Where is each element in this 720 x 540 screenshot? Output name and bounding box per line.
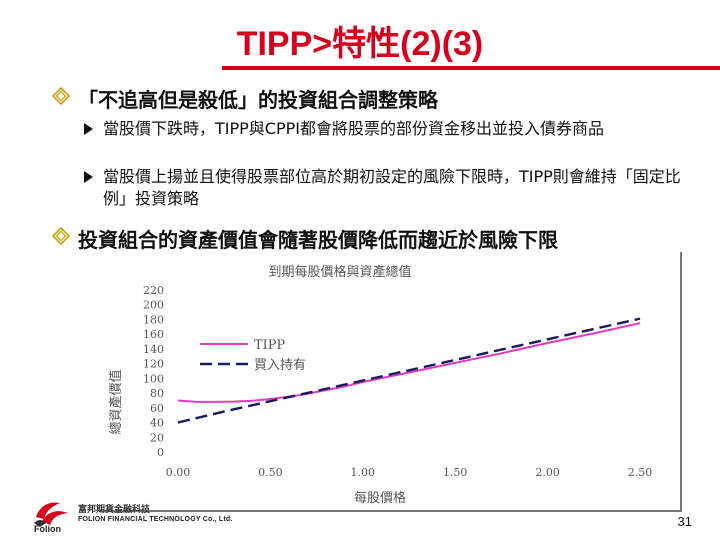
folion-logo [34, 502, 68, 527]
y-tick-label: 200 [143, 299, 164, 312]
bullet-2-text: 投資組合的資產價值會隨著股價降低而趨近於風險下限 [78, 228, 558, 252]
y-tick-label: 20 [150, 431, 164, 444]
sub-bullet-1: 當股價下跌時，TIPP與CPPI都會將股票的部份資金移出並投入債券商品 [84, 118, 684, 140]
logo-en-main: Folion [34, 524, 61, 534]
y-tick-label: 80 [150, 387, 164, 400]
x-tick-label: 1.50 [443, 466, 468, 479]
line-chart: 到期每股價格與資產總值 0204060801001201401601802002… [108, 264, 653, 506]
sub-bullet-1-text: 當股價下跌時，TIPP與CPPI都會將股票的部份資金移出並投入債券商品 [103, 119, 604, 138]
x-tick-label: 1.00 [351, 466, 376, 479]
x-tick-label: 2.50 [628, 466, 653, 479]
arrow-bullet-icon [84, 123, 93, 135]
y-tick-label: 0 [157, 446, 164, 459]
legend-label: TIPP [254, 338, 286, 353]
y-tick-label: 160 [143, 328, 164, 341]
title-underline [222, 66, 720, 70]
logo-cn-text: 富邦期貨金融科技 [78, 505, 151, 515]
sub-bullet-2-text: 當股價上揚並且使得股票部位高於期初設定的風險下限時，TIPP則會維持「固定比例」… [103, 167, 681, 208]
logo-en-sub: FOLION FINANCIAL TECHNOLOGY Co., Ltd. [78, 516, 233, 523]
bullet-item-2: 投資組合的資產價值會隨著股價降低而趨近於風險下限 [52, 224, 558, 253]
y-axis-label: 總資產價值 [108, 369, 124, 434]
chart-container: 到期每股價格與資產總值 0 20 40 60 80 100 120 140 160 180 200 2… [100, 252, 682, 512]
y-tick-label: 100 [143, 372, 164, 385]
y-tick-label: 180 [143, 313, 164, 326]
diamond-bullet-icon [52, 87, 70, 105]
slide-title: TIPP>特性(2)(3) [236, 25, 484, 63]
y-tick-label: 220 [143, 284, 164, 297]
series-line-tipp [177, 322, 641, 403]
x-tick-label: 2.00 [535, 466, 560, 479]
arrow-bullet-icon [84, 171, 93, 183]
bullet-item-1: 「不追高但是殺低」的投資組合調整策略 [52, 84, 438, 113]
x-tick-label: 0.50 [258, 466, 283, 479]
y-tick-label: 60 [150, 402, 164, 415]
page-number: 31 [677, 514, 692, 529]
chart-title: 到期每股價格與資產總值 [268, 264, 411, 280]
y-tick-label: 120 [143, 358, 164, 371]
x-tick-label: 0.00 [166, 466, 191, 479]
series-line-buy-and-hold [177, 317, 641, 424]
legend-label: 買入持有 [254, 358, 306, 373]
y-tick-label: 40 [150, 417, 164, 430]
diamond-bullet-icon [52, 227, 70, 245]
bullet-1-text: 「不追高但是殺低」的投資組合調整策略 [78, 88, 438, 112]
x-axis-label: 每股價格 [354, 490, 406, 506]
y-tick-label: 140 [143, 343, 164, 356]
sub-bullet-2: 當股價上揚並且使得股票部位高於期初設定的風險下限時，TIPP則會維持「固定比例」… [84, 166, 684, 210]
